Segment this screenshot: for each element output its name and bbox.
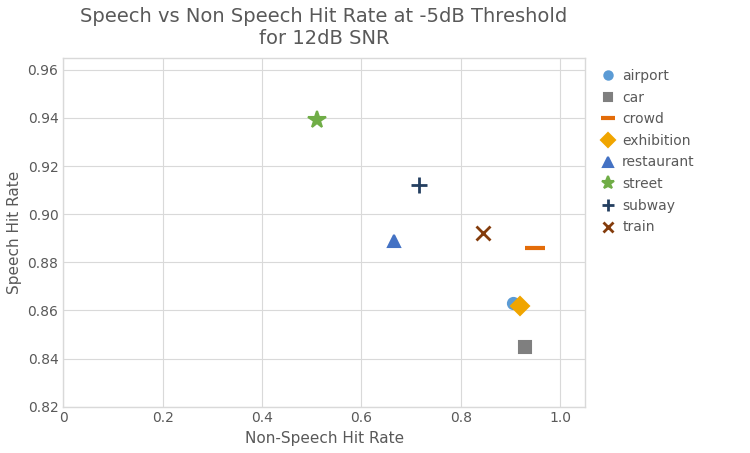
Title: Speech vs Non Speech Hit Rate at -5dB Threshold
for 12dB SNR: Speech vs Non Speech Hit Rate at -5dB Th…	[80, 7, 568, 48]
X-axis label: Non-Speech Hit Rate: Non-Speech Hit Rate	[244, 431, 404, 446]
Y-axis label: Speech Hit Rate: Speech Hit Rate	[7, 171, 22, 294]
Legend: airport, car, crowd, exhibition, restaurant, street, subway, train: airport, car, crowd, exhibition, restaur…	[597, 65, 699, 239]
